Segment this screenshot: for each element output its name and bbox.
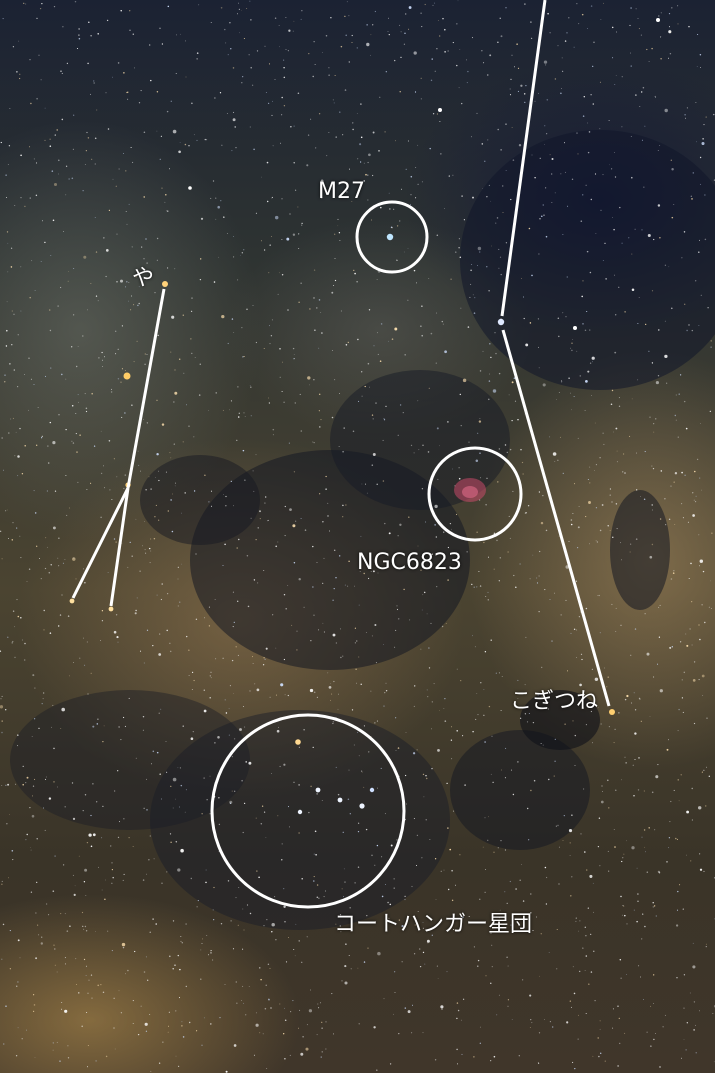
coathanger-circle [210, 713, 406, 909]
coathanger-star-1 [295, 739, 301, 745]
star-ya-2 [123, 372, 131, 380]
vulpecula-line-upper [500, 0, 547, 317]
sagitta-line-right [109, 487, 130, 607]
coathanger-star-6 [369, 787, 375, 793]
star-ya-tip [162, 281, 168, 287]
ya-label: や [132, 266, 155, 291]
ngc6823-nebula-glow [454, 478, 486, 502]
star-vulpecula-alpha [497, 318, 505, 326]
coathanger-label: コートハンガー星団 [334, 912, 533, 937]
coathanger-star-2 [315, 787, 321, 793]
sagitta-line-shaft [126, 288, 166, 489]
vulpecula-line-lower [501, 329, 611, 707]
coathanger-star-5 [297, 809, 303, 815]
m27-circle [355, 200, 429, 274]
ngc6823-label: NGC6823 [357, 550, 462, 575]
m27-nebula-dot [386, 233, 394, 241]
m27-label: M27 [318, 179, 365, 204]
sagitta-line-left [71, 487, 130, 599]
annotation-overlay [71, 0, 611, 909]
coathanger-star-3 [337, 797, 343, 803]
dark-dust-lanes [10, 130, 715, 930]
ngc6823-circle [427, 446, 523, 542]
kogitsune-label: こぎつね [510, 689, 599, 714]
star-vulpecula-2 [609, 709, 615, 715]
coathanger-star-4 [359, 803, 365, 809]
star-ya-4 [69, 598, 75, 604]
star-ya-5 [108, 606, 114, 612]
